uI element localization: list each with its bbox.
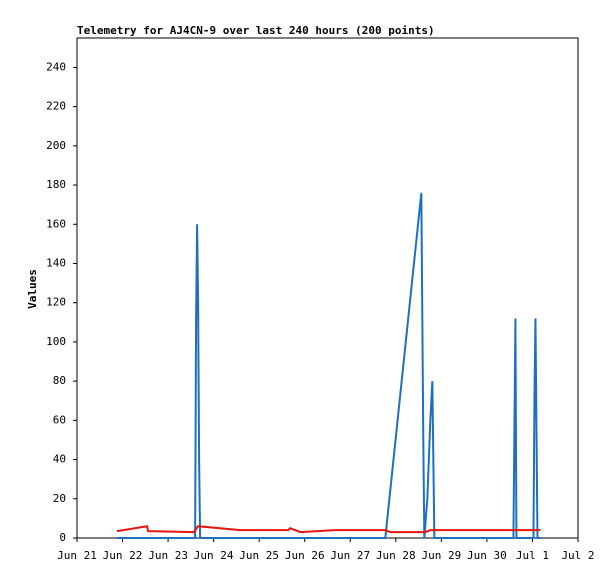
x-tick-label: Jul 1 (516, 549, 549, 562)
data-line (117, 192, 541, 539)
data-line (116, 525, 541, 534)
x-tick-label: Jun 29 (421, 549, 461, 562)
x-tick-label: Jun 26 (285, 549, 325, 562)
x-tick-label: Jun 21 (57, 549, 97, 562)
y-tick-label: 60 (53, 413, 66, 426)
x-tick-label: Jun 22 (103, 549, 143, 562)
y-tick-label: 220 (46, 100, 66, 113)
x-tick-label: Jul 2 (561, 549, 594, 562)
y-tick-label: 180 (46, 178, 66, 191)
y-tick-label: 80 (53, 374, 66, 387)
plot-frame (76, 37, 579, 539)
y-tick-label: 160 (46, 217, 66, 230)
y-tick-label: 20 (53, 492, 66, 505)
chart-title: Telemetry for AJ4CN-9 over last 240 hour… (77, 24, 435, 37)
y-axis-label: Values (26, 269, 39, 309)
y-tick-label: 240 (46, 60, 66, 73)
x-tick-label: Jun 25 (239, 549, 279, 562)
y-tick-label: 0 (59, 531, 66, 544)
x-tick-label: Jun 30 (467, 549, 507, 562)
y-tick-label: 100 (46, 335, 66, 348)
y-tick-label: 200 (46, 139, 66, 152)
x-tick-label: Jun 23 (148, 549, 188, 562)
y-tick-label: 40 (53, 453, 66, 466)
x-tick-label: Jun 27 (330, 549, 370, 562)
x-tick-label: Jun 28 (376, 549, 416, 562)
x-tick-label: Jun 24 (194, 549, 234, 562)
y-tick-label: 120 (46, 296, 66, 309)
y-tick-label: 140 (46, 256, 66, 269)
